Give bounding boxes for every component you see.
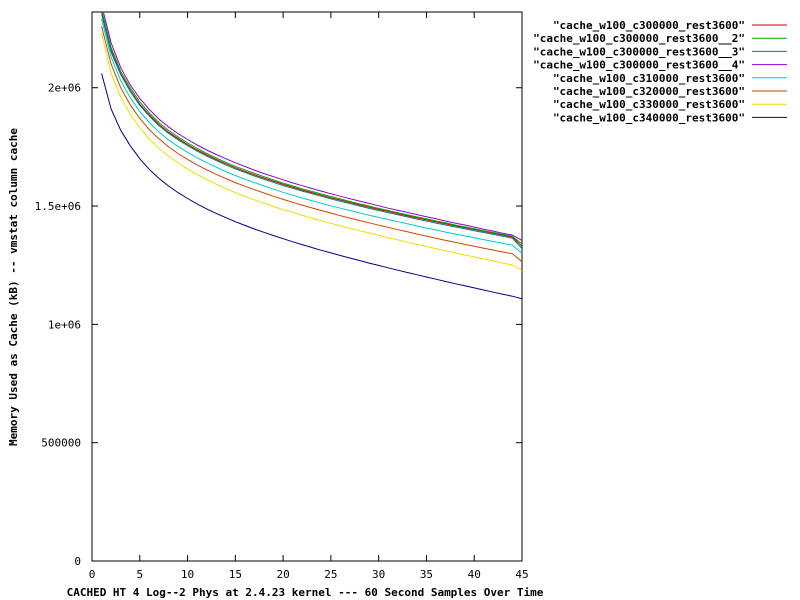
axis-ticks: 0 5 10 15 20 25 30 35 40 45 0 500000 1e+06 1.5e+06 2e+… bbox=[35, 12, 529, 581]
series-line bbox=[102, 12, 522, 241]
x-tick-label: 5 bbox=[136, 568, 143, 581]
y-tick-label: 0 bbox=[74, 555, 81, 568]
legend-label: "cache_w100_c310000_rest3600" bbox=[553, 72, 745, 85]
legend-label: "cache_w100_c300000_rest3600__4" bbox=[533, 59, 745, 72]
series-line bbox=[101, 12, 522, 245]
x-tick-label: 20 bbox=[276, 568, 289, 581]
x-tick-label: 10 bbox=[181, 568, 194, 581]
series-line bbox=[101, 12, 522, 247]
legend-label: "cache_w100_c300000_rest3600__3" bbox=[533, 45, 745, 58]
series-line bbox=[101, 73, 522, 300]
series-line bbox=[101, 14, 522, 249]
x-axis-label: CACHED HT 4 Log--2 Phys at 2.4.23 kernel… bbox=[67, 586, 544, 599]
legend-label: "cache_w100_c340000_rest3600" bbox=[553, 111, 745, 124]
x-tick-label: 45 bbox=[515, 568, 528, 581]
legend-label: "cache_w100_c320000_rest3600" bbox=[553, 85, 745, 98]
series-lines bbox=[101, 12, 522, 300]
y-tick-label: 1.5e+06 bbox=[35, 200, 81, 213]
legend-label: "cache_w100_c330000_rest3600" bbox=[553, 98, 745, 111]
legend: "cache_w100_c300000_rest3600""cache_w100… bbox=[533, 19, 787, 124]
series-line bbox=[101, 26, 522, 263]
x-tick-label: 30 bbox=[372, 568, 385, 581]
x-tick-label: 35 bbox=[420, 568, 433, 581]
x-tick-label: 40 bbox=[468, 568, 481, 581]
y-tick-label: 2e+06 bbox=[48, 82, 81, 95]
y-tick-label: 500000 bbox=[41, 437, 81, 450]
legend-label: "cache_w100_c300000_rest3600" bbox=[553, 19, 745, 32]
series-line bbox=[101, 33, 522, 271]
plot-area-frame bbox=[91, 11, 523, 562]
x-tick-label: 25 bbox=[324, 568, 337, 581]
y-tick-label: 1e+06 bbox=[48, 318, 81, 331]
y-axis-label: Memory Used as Cache (kB) -- vmstat colu… bbox=[7, 128, 20, 446]
x-tick-label: 15 bbox=[229, 568, 242, 581]
series-line bbox=[101, 18, 522, 254]
x-tick-label: 0 bbox=[89, 568, 96, 581]
legend-label: "cache_w100_c300000_rest3600__2" bbox=[533, 32, 745, 45]
